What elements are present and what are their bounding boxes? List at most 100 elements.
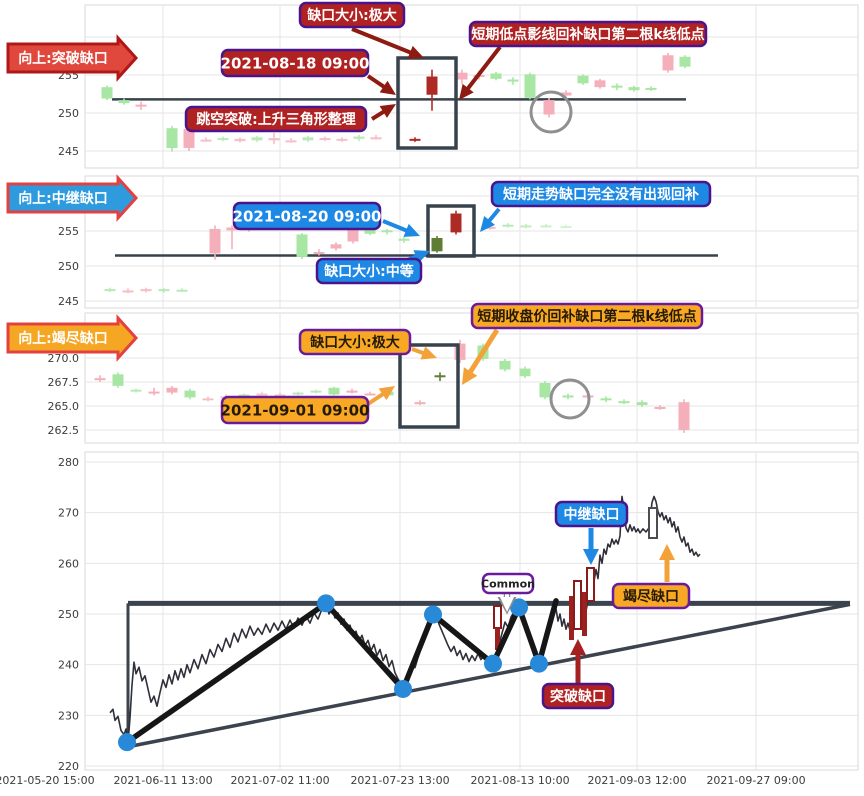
candle — [454, 339, 466, 363]
candle — [226, 225, 238, 250]
y-tick-label: 245 — [58, 295, 79, 308]
x-tick-label: 2021-09-27 09:00 — [706, 774, 805, 787]
candle — [431, 235, 443, 253]
candle — [507, 77, 519, 85]
y-tick-label: 250 — [58, 260, 79, 273]
annotation-text: 缺口大小:极大 — [307, 7, 397, 24]
line — [127, 602, 851, 749]
candle — [600, 396, 612, 403]
candle — [202, 396, 214, 402]
annotation-text: 突破缺口 — [550, 688, 606, 705]
annotation-arrowhead — [659, 544, 675, 560]
y-tick-label: 245 — [58, 145, 79, 158]
annotation-box — [468, 20, 708, 48]
fill-back-circle-marker — [549, 378, 591, 420]
gap-bar — [573, 580, 582, 630]
plot-area[interactable] — [84, 451, 859, 771]
candle — [560, 224, 572, 229]
gap-bar — [569, 596, 574, 640]
gap-bar — [648, 507, 658, 539]
pivot-dot — [118, 733, 136, 752]
annotation-arrow — [486, 207, 501, 224]
annotation-arrow — [366, 74, 387, 90]
candle — [426, 69, 438, 111]
candle — [499, 358, 511, 372]
pivot-dot — [317, 594, 335, 613]
candle — [135, 101, 147, 110]
candle — [94, 375, 106, 382]
candle — [645, 86, 657, 91]
candle — [256, 391, 268, 397]
candle — [678, 399, 690, 433]
annotation-arrowhead — [459, 83, 474, 100]
annotation-box — [232, 201, 382, 231]
annotation-text: 2021-09-01 09:00 — [221, 401, 370, 419]
candle — [611, 83, 623, 91]
y-tick-label: 240 — [58, 659, 79, 672]
annotation-arrowhead — [407, 45, 424, 59]
x-axis: 2021-05-20 15:00 2021-06-11 13:00 2021-07-… — [0, 774, 806, 787]
annotation-text: 缺口大小:中等 — [324, 263, 414, 280]
annotation-arrowhead — [403, 223, 420, 237]
candle — [122, 288, 134, 294]
candle — [409, 137, 421, 142]
candle — [543, 97, 555, 118]
annotation-box — [490, 180, 712, 208]
candle — [101, 85, 113, 101]
candle — [490, 71, 502, 81]
annotation-box — [554, 500, 629, 528]
annotation-text: 短期走势缺口完全没有出现回补 — [503, 186, 699, 203]
candle — [330, 242, 342, 251]
annotation-arrowhead — [583, 549, 599, 565]
gap-bar — [493, 605, 502, 629]
candle — [434, 372, 446, 382]
annotation-box — [470, 302, 704, 330]
candle — [654, 405, 666, 410]
candle — [166, 125, 178, 152]
candle — [679, 55, 691, 69]
zigzag-trend-line — [124, 598, 559, 745]
candle — [200, 137, 212, 142]
gap-outline-box — [398, 343, 460, 429]
annotation-arrow — [411, 347, 426, 356]
candle — [251, 135, 263, 142]
candle — [104, 287, 116, 292]
candle — [577, 74, 589, 85]
annotation-text: 竭尽缺口 — [623, 588, 679, 605]
panel-label-text: 向上:竭尽缺口 — [18, 330, 108, 347]
annotation-box — [220, 48, 370, 78]
candle — [381, 228, 393, 235]
annotation-arrow — [370, 109, 387, 121]
candle — [328, 386, 340, 396]
y-tick-label: 270 — [58, 507, 79, 520]
candle — [234, 137, 246, 143]
annotation-box — [220, 395, 370, 425]
candle — [456, 69, 468, 85]
panel-label-text: 向上:中继缺口 — [18, 190, 108, 207]
annotation-arrowhead — [379, 104, 396, 118]
candle — [319, 136, 331, 142]
y-tick-label: 267.5 — [48, 376, 80, 389]
candle — [353, 135, 365, 142]
candle — [594, 78, 606, 89]
candle — [398, 236, 410, 243]
pivot-dot — [484, 654, 502, 673]
candle — [364, 391, 376, 396]
candle — [310, 389, 322, 394]
annotation-text: 中继缺口 — [564, 506, 620, 523]
gap-bar — [586, 567, 595, 602]
candle — [519, 366, 531, 379]
pivot-dot — [510, 598, 528, 617]
annotation-arrowhead — [379, 80, 396, 95]
y-tick-label: 270.0 — [48, 352, 80, 365]
candle — [502, 223, 514, 228]
x-tick-label: 2021-07-23 13:00 — [350, 774, 449, 787]
candle — [130, 388, 142, 393]
annotation-arrowhead — [500, 597, 514, 612]
annotation-arrowhead — [420, 346, 437, 360]
candle — [112, 372, 124, 388]
panel-exhaustion-gap-panel: 270.0 267.5 265.0 262.5 向上:竭尽缺口 缺口大小:极大 2021-0… — [6, 302, 859, 444]
candle — [166, 385, 178, 395]
y-tick-label: 265.0 — [48, 400, 80, 413]
